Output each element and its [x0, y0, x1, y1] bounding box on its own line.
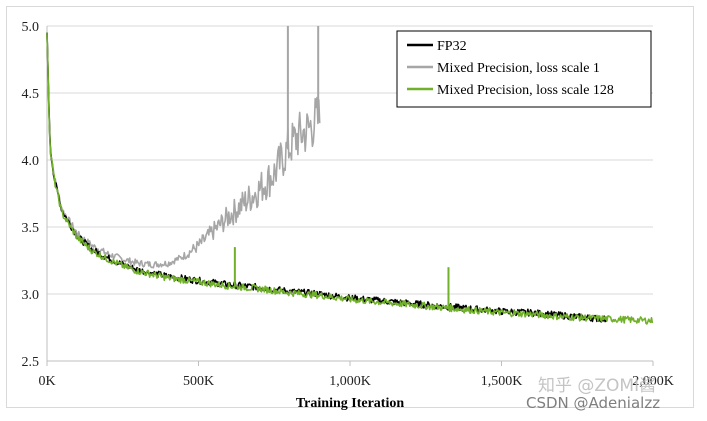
axes: [46, 26, 654, 366]
y-tick-label: 3.5: [22, 221, 40, 236]
x-axis-label: Training Iteration: [296, 396, 404, 411]
y-tick-labels: 2.5 3.0 3.5 4.0 4.5 5.0: [22, 20, 40, 370]
legend-entry: FP32: [437, 39, 467, 54]
chart-frame: [6, 6, 694, 408]
y-tick-label: 5.0: [22, 20, 40, 35]
series-line-2: [46, 32, 654, 325]
legend: FP32 Mixed Precision, loss scale 1 Mixed P…: [396, 30, 652, 108]
x-tick-label: 1,000K: [329, 374, 371, 389]
series-line-1: [46, 32, 321, 269]
watermark-zhihu: 知乎 @ZOMI酱: [538, 376, 657, 396]
y-tick-label: 2.5: [22, 355, 40, 370]
watermark-csdn: CSDN @Adenialzz: [526, 394, 661, 412]
x-tick-label: 2,000K: [632, 374, 674, 389]
x-tick-label: 500K: [183, 374, 214, 389]
x-tick-label: 1,500K: [481, 374, 523, 389]
y-tick-label: 4.0: [22, 154, 40, 169]
y-tick-label: 4.5: [22, 87, 40, 102]
legend-entry: Mixed Precision, loss scale 1: [437, 61, 600, 76]
series-lines: [46, 26, 654, 325]
legend-entry: Mixed Precision, loss scale 128: [437, 83, 614, 98]
x-tick-label: 0K: [38, 374, 55, 389]
legend-box: [396, 30, 652, 108]
x-tick-labels: 0K 500K 1,000K 1,500K 2,000K: [38, 374, 673, 389]
y-tick-label: 3.0: [22, 288, 40, 303]
